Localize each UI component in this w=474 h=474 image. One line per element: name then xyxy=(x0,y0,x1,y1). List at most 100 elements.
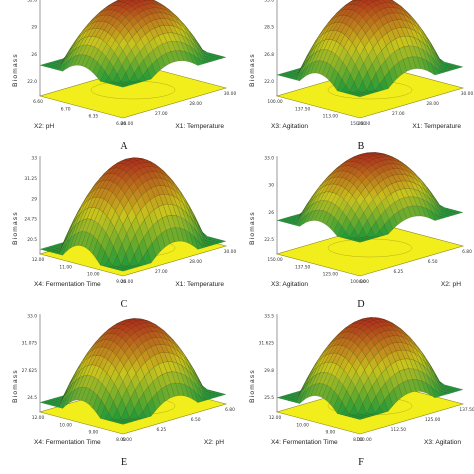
z-axis-label: Biomass xyxy=(249,53,256,87)
x-tick-label: 12.00 xyxy=(32,415,45,421)
z-tick-label: 22.0 xyxy=(264,79,274,85)
x-axis-label: X4: Fermentation Time xyxy=(34,281,101,288)
y-tick-label: 137.50 xyxy=(459,407,474,413)
response-surface xyxy=(276,152,464,243)
x-tick-label: 6.80 xyxy=(116,121,126,127)
y-axis-label: X1: Temperature xyxy=(175,281,224,288)
y-tick-label: 30.00 xyxy=(461,91,474,97)
y-axis-label: X2: pH xyxy=(204,439,224,446)
z-axis-label: Biomass xyxy=(12,369,19,403)
x-tick-label: 150.00 xyxy=(267,257,283,263)
z-tick-label: 26.8 xyxy=(264,52,274,58)
z-tick-label: 29 xyxy=(31,25,37,31)
response-surface xyxy=(39,0,227,88)
x-tick-label: 137.50 xyxy=(295,264,311,270)
x-axis-label: X3: Agitation xyxy=(271,281,308,288)
z-axis-label: Biomass xyxy=(12,53,19,87)
x-axis-label: X4: Fermentation Time xyxy=(34,439,101,446)
surface-panel-c: 20.5 24.75 29 31.25 33 Biomass 12.00 11.00 10.00… xyxy=(12,156,237,311)
y-tick-label: 6.00 xyxy=(122,437,132,443)
z-tick-label: 22.0 xyxy=(27,79,37,85)
x-tick-label: 137.50 xyxy=(295,106,311,112)
y-tick-label: 28.00 xyxy=(189,259,202,265)
x-tick-label: 12.00 xyxy=(269,415,282,421)
z-tick-label: 33.0 xyxy=(27,314,37,320)
y-tick-label: 27.00 xyxy=(155,111,168,117)
response-surface xyxy=(276,317,464,420)
y-axis-label: X3: Agitation xyxy=(424,439,461,446)
z-tick-label: 30 xyxy=(268,183,274,189)
z-tick-label: 24.5 xyxy=(27,395,37,401)
x-tick-label: 9.00 xyxy=(116,279,126,285)
y-tick-label: 6.25 xyxy=(156,427,166,433)
y-axis-label: X2: pH xyxy=(441,281,461,288)
x-tick-label: 10.00 xyxy=(59,422,72,428)
y-axis-label: X1: Temperature xyxy=(412,123,461,130)
x-tick-label: 6.60 xyxy=(33,99,43,105)
x-tick-label: 6.35 xyxy=(88,114,98,120)
panel-letter: A xyxy=(120,141,128,152)
z-tick-label: 31.075 xyxy=(22,341,38,347)
response-surface xyxy=(39,318,227,425)
y-tick-label: 26.00 xyxy=(121,279,134,285)
z-tick-label: 26 xyxy=(31,52,37,58)
z-axis-label: Biomass xyxy=(12,211,19,245)
x-tick-label: 12.00 xyxy=(32,257,45,263)
y-tick-label: 112.50 xyxy=(391,427,407,433)
z-tick-label: 25.5 xyxy=(264,395,274,401)
x-tick-label: 150.00 xyxy=(350,121,366,127)
y-tick-label: 125.00 xyxy=(425,417,441,423)
x-tick-label: 8.00 xyxy=(353,437,363,443)
panel-letter: D xyxy=(357,299,364,310)
y-tick-label: 30.00 xyxy=(224,249,237,255)
y-tick-label: 27.00 xyxy=(155,269,168,275)
z-tick-label: 31.25 xyxy=(24,176,37,182)
z-tick-label: 33 xyxy=(31,156,37,162)
y-tick-label: 6.80 xyxy=(462,249,472,255)
y-tick-label: 26.00 xyxy=(121,121,134,127)
z-tick-label: 20.5 xyxy=(27,237,37,243)
x-tick-label: 100.00 xyxy=(350,279,366,285)
z-tick-label: 26 xyxy=(268,210,274,216)
y-tick-label: 6.50 xyxy=(428,259,438,265)
z-tick-label: 33.0 xyxy=(264,0,274,4)
x-axis-label: X3: Agitation xyxy=(271,123,308,130)
y-tick-label: 6.00 xyxy=(359,279,369,285)
x-tick-label: 11.00 xyxy=(59,264,72,270)
x-tick-label: 6.70 xyxy=(61,106,71,112)
y-tick-label: 6.80 xyxy=(225,407,235,413)
y-tick-label: 6.25 xyxy=(393,269,403,275)
z-axis-label: Biomass xyxy=(249,211,256,245)
x-tick-label: 113.00 xyxy=(323,114,339,120)
x-tick-label: 100.00 xyxy=(267,99,283,105)
surface-panel-f: 25.5 29.8 31.625 33.5 Biomass 12.00 10.00 9.00 8… xyxy=(249,314,474,469)
panel-letter: F xyxy=(358,457,364,468)
x-axis-label: X4: Fermentation Time xyxy=(271,439,338,446)
surface-panel-a: 22.0 26 29 32.8 Biomass 6.60 6.70 6.35 6.80 X2: p… xyxy=(12,0,237,152)
y-tick-label: 100.00 xyxy=(356,437,372,443)
z-tick-label: 33.5 xyxy=(264,314,274,320)
panel-letter: B xyxy=(358,141,365,152)
y-tick-label: 30.00 xyxy=(224,91,237,97)
z-tick-label: 29.8 xyxy=(264,368,274,374)
surface-panel-e: 24.5 27.625 31.075 33.0 Biomass 12.00 10.00 9.0… xyxy=(12,314,235,469)
surface-panel-d: 22.5 26 30 33.0 Biomass 150.00 137.50 125.00 100… xyxy=(249,152,472,310)
y-tick-label: 28.00 xyxy=(426,101,439,107)
panel-letter: C xyxy=(121,299,128,310)
y-tick-label: 6.50 xyxy=(191,417,201,423)
z-tick-label: 33.0 xyxy=(264,156,274,162)
x-tick-label: 125.00 xyxy=(323,272,339,278)
x-axis-label: X2: pH xyxy=(34,123,54,130)
y-tick-label: 28.00 xyxy=(189,101,202,107)
panel-letter: E xyxy=(121,457,127,468)
x-tick-label: 10.00 xyxy=(87,272,100,278)
y-tick-label: 26.00 xyxy=(358,121,371,127)
z-axis-label: Biomass xyxy=(249,369,256,403)
z-tick-label: 31.625 xyxy=(259,341,275,347)
x-tick-label: 9.00 xyxy=(325,430,335,436)
z-tick-label: 29 xyxy=(31,196,37,202)
z-tick-label: 28.5 xyxy=(264,25,274,31)
x-tick-label: 10.00 xyxy=(296,422,309,428)
z-tick-label: 24.75 xyxy=(24,217,37,223)
